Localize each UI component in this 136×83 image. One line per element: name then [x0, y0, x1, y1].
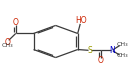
Text: O: O [98, 57, 103, 65]
Text: HO: HO [75, 16, 87, 25]
Text: CH₃: CH₃ [117, 53, 129, 58]
Text: S: S [87, 46, 92, 55]
Text: CH₃: CH₃ [1, 43, 13, 48]
Text: N: N [109, 46, 115, 55]
Text: CH₃: CH₃ [117, 42, 129, 47]
Text: O: O [4, 38, 10, 47]
Text: O: O [13, 18, 19, 27]
